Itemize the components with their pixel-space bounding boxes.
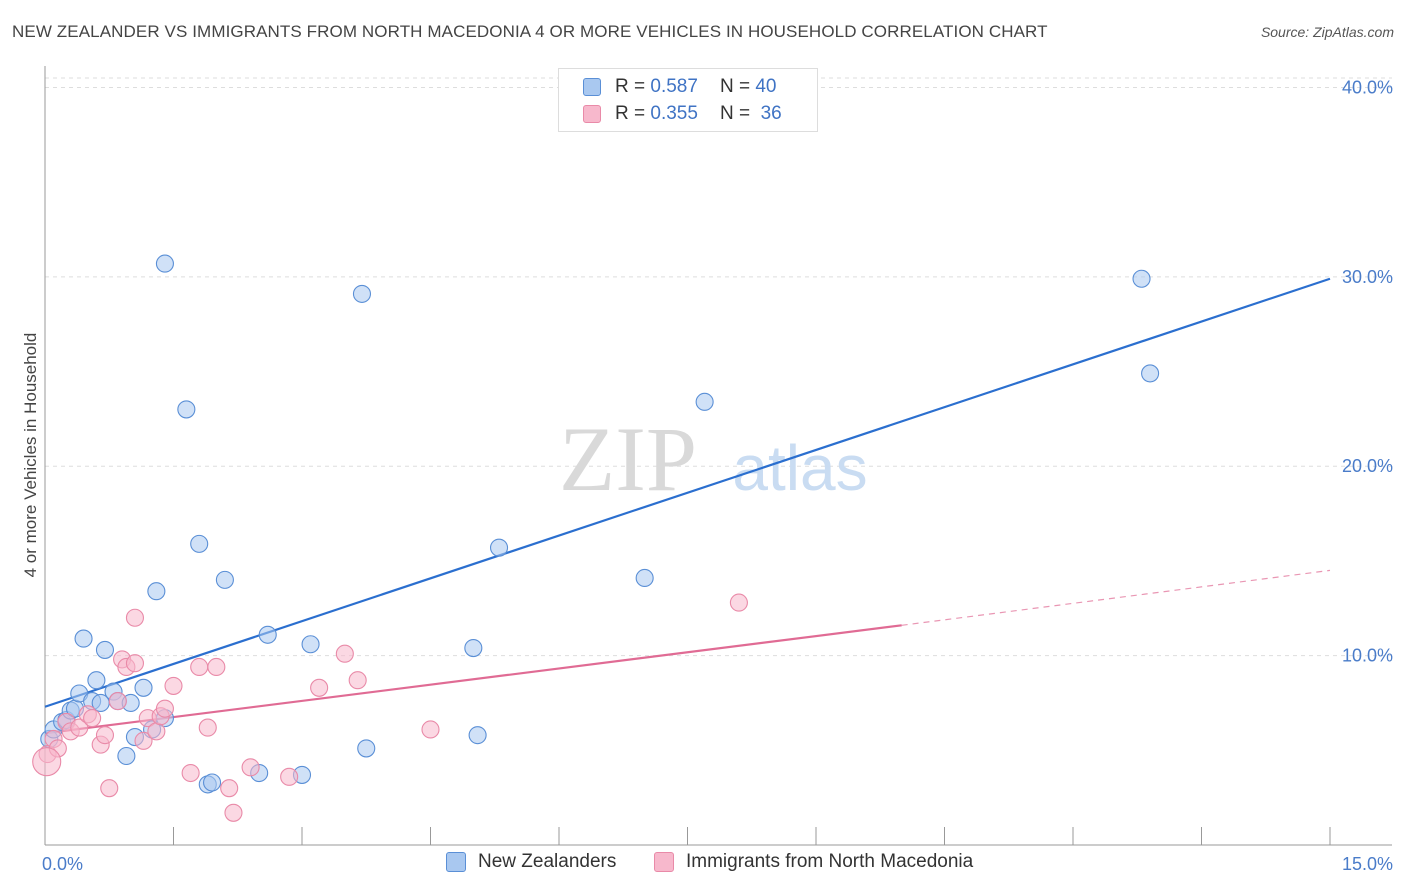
bottom-legend-label: New Zealanders — [478, 851, 617, 872]
point-new-zealanders — [117, 746, 136, 766]
point-north-macedonia — [729, 593, 748, 612]
legend-swatch-blue — [583, 78, 601, 96]
point-new-zealanders — [95, 640, 115, 659]
legend-n-label: N = — [719, 103, 751, 124]
point-new-zealanders — [1141, 364, 1160, 383]
y-axis-label: 4 or more Vehicles in Household — [21, 333, 40, 578]
source-label: Source: ZipAtlas.com — [1260, 24, 1394, 40]
point-north-macedonia — [207, 657, 226, 677]
point-new-zealanders — [468, 726, 487, 745]
point-north-macedonia — [95, 726, 115, 745]
point-new-zealanders — [147, 582, 166, 601]
point-north-macedonia — [147, 722, 166, 741]
point-north-macedonia — [125, 608, 144, 627]
watermark-zip: ZIP — [559, 408, 697, 510]
chart-title: NEW ZEALANDER VS IMMIGRANTS FROM NORTH M… — [12, 22, 1048, 41]
bottom-legend-north-macedonia: Immigrants from North Macedonia — [654, 851, 973, 873]
point-north-macedonia — [70, 718, 89, 737]
point-new-zealanders — [301, 635, 320, 654]
point-new-zealanders — [258, 625, 277, 644]
point-north-macedonia — [220, 779, 239, 798]
legend-n-value: 40 — [755, 76, 777, 97]
bottom-legend: New Zealanders Immigrants from North Mac… — [0, 851, 1406, 877]
legend: R = 0.587 N = 40 R = 0.355 N = 36 — [558, 68, 818, 132]
point-new-zealanders — [134, 678, 153, 697]
watermark-atlas: atlas — [732, 432, 867, 504]
point-north-macedonia — [100, 779, 119, 798]
legend-row-new-zealanders: R = 0.587 N = 40 — [583, 75, 776, 99]
point-new-zealanders — [635, 568, 654, 588]
legend-r-value: 0.355 — [650, 103, 698, 124]
y-tick-label: 20.0% — [1342, 456, 1393, 476]
point-north-macedonia — [241, 758, 260, 777]
gridlines — [45, 77, 1392, 657]
legend-n-value: 36 — [760, 103, 782, 124]
point-new-zealanders — [215, 570, 234, 589]
bottom-legend-swatch-pink — [654, 852, 674, 872]
point-north-macedonia — [280, 767, 299, 786]
trend-line-north-macedonia-extension — [901, 569, 1331, 626]
point-new-zealanders — [489, 538, 509, 557]
point-new-zealanders — [352, 284, 372, 303]
point-north-macedonia — [83, 709, 102, 728]
y-tick-label: 40.0% — [1342, 77, 1393, 97]
point-new-zealanders — [1132, 269, 1151, 288]
tick-labels: 10.0% 20.0% 30.0% 40.0% 0.0% 15.0% — [42, 77, 1393, 874]
point-north-macedonia — [348, 671, 367, 690]
point-north-macedonia — [108, 692, 127, 711]
data-points — [32, 254, 1160, 822]
legend-n-label: N = — [719, 76, 751, 97]
point-north-macedonia — [335, 644, 354, 663]
point-new-zealanders — [177, 400, 196, 419]
point-north-macedonia — [134, 731, 153, 750]
point-north-macedonia — [125, 654, 144, 673]
point-new-zealanders — [190, 534, 209, 553]
point-north-macedonia — [155, 699, 174, 718]
point-new-zealanders — [695, 392, 714, 411]
bottom-legend-label: Immigrants from North Macedonia — [686, 851, 974, 872]
point-north-macedonia — [32, 747, 62, 777]
point-new-zealanders — [357, 739, 376, 758]
legend-r-label: R = — [615, 103, 646, 124]
x-tick-label: 15.0% — [1342, 854, 1393, 874]
trend-line-north-macedonia — [44, 624, 902, 735]
y-tick-label: 10.0% — [1342, 646, 1393, 666]
point-north-macedonia — [164, 676, 183, 695]
point-new-zealanders — [464, 638, 483, 658]
watermark: ZIP atlas — [559, 408, 868, 510]
x-tick-label: 0.0% — [42, 854, 83, 874]
legend-r-value: 0.587 — [650, 76, 698, 97]
point-new-zealanders — [155, 254, 174, 273]
bottom-legend-swatch-blue — [446, 852, 466, 872]
point-north-macedonia — [181, 763, 200, 783]
y-tick-label: 30.0% — [1342, 267, 1393, 287]
axes — [44, 66, 1392, 846]
trend-line-new-zealanders — [44, 277, 1331, 708]
legend-row-north-macedonia: R = 0.355 N = 36 — [583, 102, 782, 126]
point-new-zealanders — [87, 671, 106, 690]
point-north-macedonia — [224, 803, 243, 822]
legend-r-label: R = — [615, 76, 646, 97]
point-new-zealanders — [203, 773, 222, 792]
legend-swatch-pink — [583, 105, 601, 123]
point-new-zealanders — [74, 629, 93, 648]
point-north-macedonia — [421, 720, 440, 739]
point-north-macedonia — [198, 718, 217, 737]
point-north-macedonia — [310, 678, 329, 697]
bottom-legend-new-zealanders: New Zealanders — [446, 851, 616, 873]
point-north-macedonia — [190, 657, 209, 677]
